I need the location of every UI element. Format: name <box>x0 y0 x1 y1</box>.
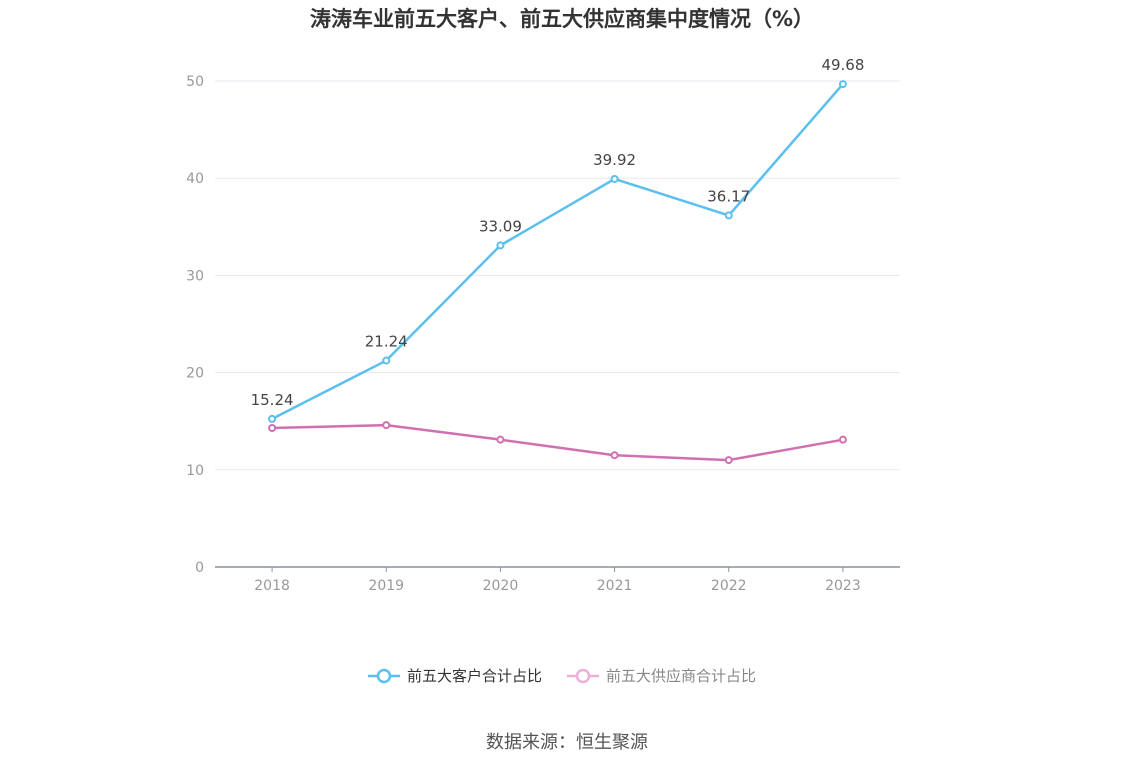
y-tick-label: 20 <box>186 366 204 382</box>
x-axis <box>215 566 900 572</box>
y-tick-label: 0 <box>195 560 204 576</box>
data-labels: 15.24 21.24 33.09 39.92 36.17 49.68 <box>251 56 865 409</box>
x-tick-label: 2022 <box>711 578 747 594</box>
y-axis-ticks: 0 10 20 30 40 50 <box>186 74 204 576</box>
data-point[interactable] <box>838 435 847 444</box>
x-tick-label: 2023 <box>825 578 861 594</box>
chart-title: 涛涛车业前五大客户、前五大供应商集中度情况（%） <box>310 7 814 31</box>
series-lines <box>268 80 847 465</box>
data-point[interactable] <box>838 80 847 89</box>
legend: 前五大客户合计占比 前五大供应商合计占比 <box>368 667 756 685</box>
data-label: 21.24 <box>365 333 408 351</box>
data-source: 数据来源：恒生聚源 <box>486 732 648 753</box>
x-tick-label: 2019 <box>368 578 404 594</box>
data-label: 36.17 <box>707 187 750 205</box>
data-point[interactable] <box>610 451 619 460</box>
data-point[interactable] <box>496 241 505 250</box>
y-gridlines <box>215 80 900 471</box>
legend-marker <box>575 668 591 684</box>
series-line-2 <box>272 423 844 462</box>
legend-item-2[interactable]: 前五大供应商合计占比 <box>567 667 756 685</box>
y-tick-label: 30 <box>186 268 204 284</box>
legend-item-1[interactable]: 前五大客户合计占比 <box>368 667 542 685</box>
y-tick-label: 50 <box>186 74 204 90</box>
x-axis-ticks: 2018 2019 2020 2021 2022 2023 <box>254 578 860 594</box>
legend-label: 前五大客户合计占比 <box>407 667 542 685</box>
x-tick-label: 2021 <box>597 578 633 594</box>
data-point[interactable] <box>610 174 619 183</box>
data-label: 33.09 <box>479 217 522 235</box>
x-tick-label: 2018 <box>254 578 290 594</box>
x-tick-label: 2020 <box>483 578 519 594</box>
y-tick-label: 10 <box>186 463 204 479</box>
y-tick-label: 40 <box>186 171 204 187</box>
data-label: 15.24 <box>251 391 294 409</box>
series-line-1 <box>271 83 844 420</box>
data-label: 49.68 <box>821 56 864 74</box>
data-point[interactable] <box>724 456 733 465</box>
data-label: 39.92 <box>593 151 636 169</box>
data-point[interactable] <box>496 435 505 444</box>
data-point[interactable] <box>724 211 733 220</box>
legend-label: 前五大供应商合计占比 <box>606 667 756 685</box>
data-point[interactable] <box>382 421 391 430</box>
data-point[interactable] <box>382 356 391 365</box>
legend-marker <box>376 668 392 684</box>
data-point[interactable] <box>268 414 277 423</box>
data-point[interactable] <box>268 424 277 433</box>
